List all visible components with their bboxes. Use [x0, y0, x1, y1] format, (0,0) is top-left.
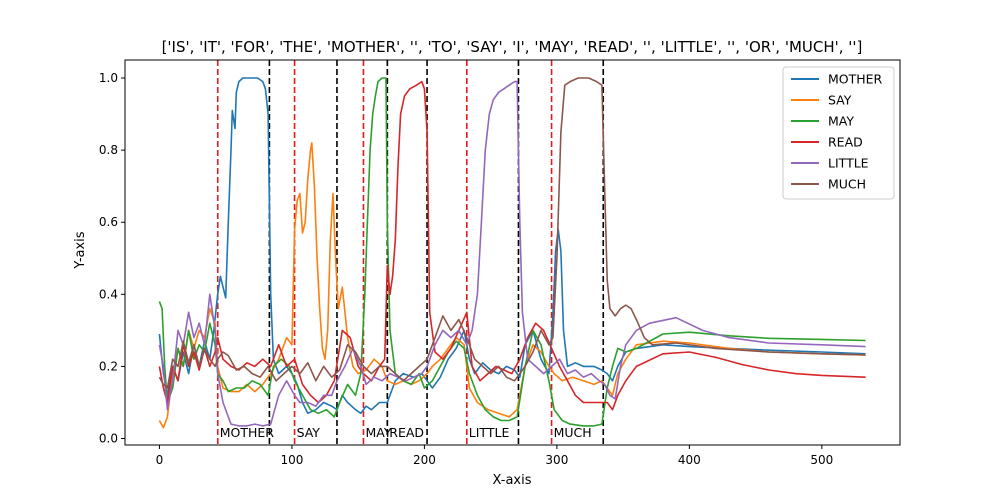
x-axis-label: X-axis [493, 473, 532, 488]
y-tick-label: 0.0 [99, 432, 118, 446]
series-line-mother [158, 77, 866, 415]
region-label-say: SAY [297, 425, 321, 440]
legend: MOTHER SAY MAY READ LITTLE MUCH [782, 66, 895, 200]
plot-frame [124, 59, 901, 446]
x-tick-label: 500 [810, 453, 833, 467]
y-tick-label: 0.6 [99, 215, 118, 229]
series-line-much [158, 77, 866, 389]
region-label-may: MAY [365, 425, 391, 440]
series-lines [158, 77, 866, 429]
region-label-read: READ [389, 425, 424, 440]
region-label-much: MUCH [554, 425, 592, 440]
y-tick-label: 0.8 [99, 143, 118, 157]
x-tick-label: 200 [413, 453, 436, 467]
y-axis-label: Y-axis [73, 231, 88, 269]
legend-label-read: READ [828, 135, 863, 150]
legend-label-say: SAY [828, 93, 852, 108]
region-label-little: LITTLE [469, 425, 510, 440]
legend-label-may: MAY [828, 114, 854, 129]
chart-title: ['IS', 'IT', 'FOR', 'THE', 'MOTHER', '',… [162, 38, 863, 56]
x-axis-ticks: 0 100 200 300 400 500 [156, 445, 833, 467]
legend-label-mother: MOTHER [828, 72, 883, 87]
legend-label-much: MUCH [828, 177, 866, 192]
y-axis-ticks: 0.0 0.2 0.4 0.6 0.8 1.0 [99, 71, 125, 446]
series-line-read [158, 80, 866, 411]
series-line-may [158, 77, 866, 427]
x-tick-label: 400 [678, 453, 701, 467]
legend-label-little: LITTLE [828, 156, 869, 171]
x-tick-label: 300 [545, 453, 568, 467]
x-tick-label: 100 [280, 453, 303, 467]
y-tick-label: 0.2 [99, 359, 118, 373]
x-tick-label: 0 [156, 453, 164, 467]
series-line-say [158, 142, 866, 429]
region-label-mother: MOTHER [220, 425, 275, 440]
y-tick-label: 0.4 [99, 287, 118, 301]
y-tick-label: 1.0 [99, 71, 118, 85]
series-line-little [158, 80, 866, 427]
